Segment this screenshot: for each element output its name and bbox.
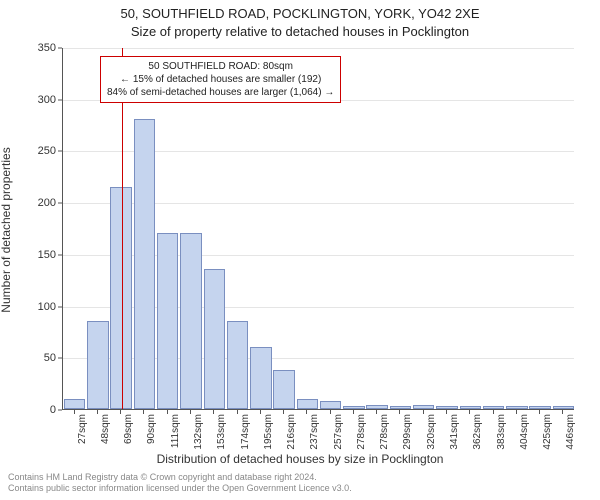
x-tick-mark	[539, 410, 540, 414]
x-tick-label: 48sqm	[100, 414, 111, 444]
x-tick-mark	[493, 410, 494, 414]
x-tick-mark	[120, 410, 121, 414]
x-tick-label: 404sqm	[519, 414, 530, 450]
bar	[204, 269, 225, 409]
annotation-line2: ← 15% of detached houses are smaller (19…	[107, 73, 334, 86]
x-tick-mark	[446, 410, 447, 414]
gridline	[63, 48, 574, 49]
chart-title-line2: Size of property relative to detached ho…	[0, 24, 600, 39]
bar	[87, 321, 108, 409]
x-tick-label: 111sqm	[170, 414, 181, 448]
x-tick-mark	[306, 410, 307, 414]
x-tick-mark	[399, 410, 400, 414]
x-tick-label: 216sqm	[286, 414, 297, 450]
x-tick-label: 132sqm	[193, 414, 204, 450]
x-tick-label: 257sqm	[333, 414, 344, 450]
caption: Contains HM Land Registry data © Crown c…	[8, 472, 352, 494]
x-tick-label: 90sqm	[146, 414, 157, 444]
x-tick-label: 425sqm	[542, 414, 553, 450]
y-tick-label: 0	[26, 404, 56, 416]
x-tick-label: 383sqm	[496, 414, 507, 450]
bar	[64, 399, 85, 409]
bar	[180, 233, 201, 409]
bar	[227, 321, 248, 409]
bar	[250, 347, 271, 409]
bar	[483, 406, 504, 409]
bar	[157, 233, 178, 409]
annotation-line1: 50 SOUTHFIELD ROAD: 80sqm	[107, 60, 334, 73]
bar	[297, 399, 318, 409]
y-axis-label: Number of detached properties	[0, 147, 13, 312]
bar	[436, 406, 457, 409]
bar	[273, 370, 294, 409]
x-tick-label: 27sqm	[77, 414, 88, 444]
x-tick-mark	[167, 410, 168, 414]
x-tick-mark	[143, 410, 144, 414]
x-tick-mark	[423, 410, 424, 414]
x-axis-label: Distribution of detached houses by size …	[0, 452, 600, 466]
y-tick-label: 200	[26, 197, 56, 209]
bar	[506, 406, 527, 409]
x-tick-label: 153sqm	[216, 414, 227, 450]
bar	[134, 119, 155, 409]
x-tick-label: 237sqm	[309, 414, 320, 450]
x-tick-mark	[330, 410, 331, 414]
x-tick-label: 174sqm	[240, 414, 251, 450]
x-tick-mark	[190, 410, 191, 414]
y-tick-label: 150	[26, 249, 56, 261]
x-tick-mark	[97, 410, 98, 414]
x-tick-label: 195sqm	[263, 414, 274, 450]
bar	[460, 406, 481, 409]
histogram-chart: 50, SOUTHFIELD ROAD, POCKLINGTON, YORK, …	[0, 0, 600, 500]
x-tick-label: 341sqm	[449, 414, 460, 450]
bar	[343, 406, 364, 409]
y-tick-label: 350	[26, 42, 56, 54]
x-tick-mark	[376, 410, 377, 414]
x-tick-mark	[516, 410, 517, 414]
x-tick-mark	[213, 410, 214, 414]
annotation-box: 50 SOUTHFIELD ROAD: 80sqm ← 15% of detac…	[100, 56, 341, 103]
x-tick-mark	[74, 410, 75, 414]
x-tick-label: 278sqm	[379, 414, 390, 450]
annotation-line3: 84% of semi-detached houses are larger (…	[107, 86, 334, 99]
x-tick-mark	[469, 410, 470, 414]
bar	[529, 406, 550, 409]
x-tick-mark	[260, 410, 261, 414]
y-tick-label: 250	[26, 145, 56, 157]
y-tick-label: 50	[26, 352, 56, 364]
x-tick-label: 362sqm	[472, 414, 483, 450]
bar	[320, 401, 341, 409]
x-tick-label: 278sqm	[356, 414, 367, 450]
bar	[413, 405, 434, 409]
y-tick-label: 300	[26, 94, 56, 106]
x-tick-mark	[562, 410, 563, 414]
bar	[553, 406, 574, 409]
bar	[366, 405, 387, 409]
caption-line2: Contains public sector information licen…	[8, 483, 352, 494]
y-tick-label: 100	[26, 301, 56, 313]
x-tick-label: 446sqm	[565, 414, 576, 450]
x-tick-label: 299sqm	[402, 414, 413, 450]
chart-title-line1: 50, SOUTHFIELD ROAD, POCKLINGTON, YORK, …	[0, 6, 600, 21]
x-tick-mark	[237, 410, 238, 414]
x-tick-label: 320sqm	[426, 414, 437, 450]
bar	[390, 406, 411, 409]
caption-line1: Contains HM Land Registry data © Crown c…	[8, 472, 352, 483]
x-tick-label: 69sqm	[123, 414, 134, 444]
x-tick-mark	[283, 410, 284, 414]
x-tick-mark	[353, 410, 354, 414]
